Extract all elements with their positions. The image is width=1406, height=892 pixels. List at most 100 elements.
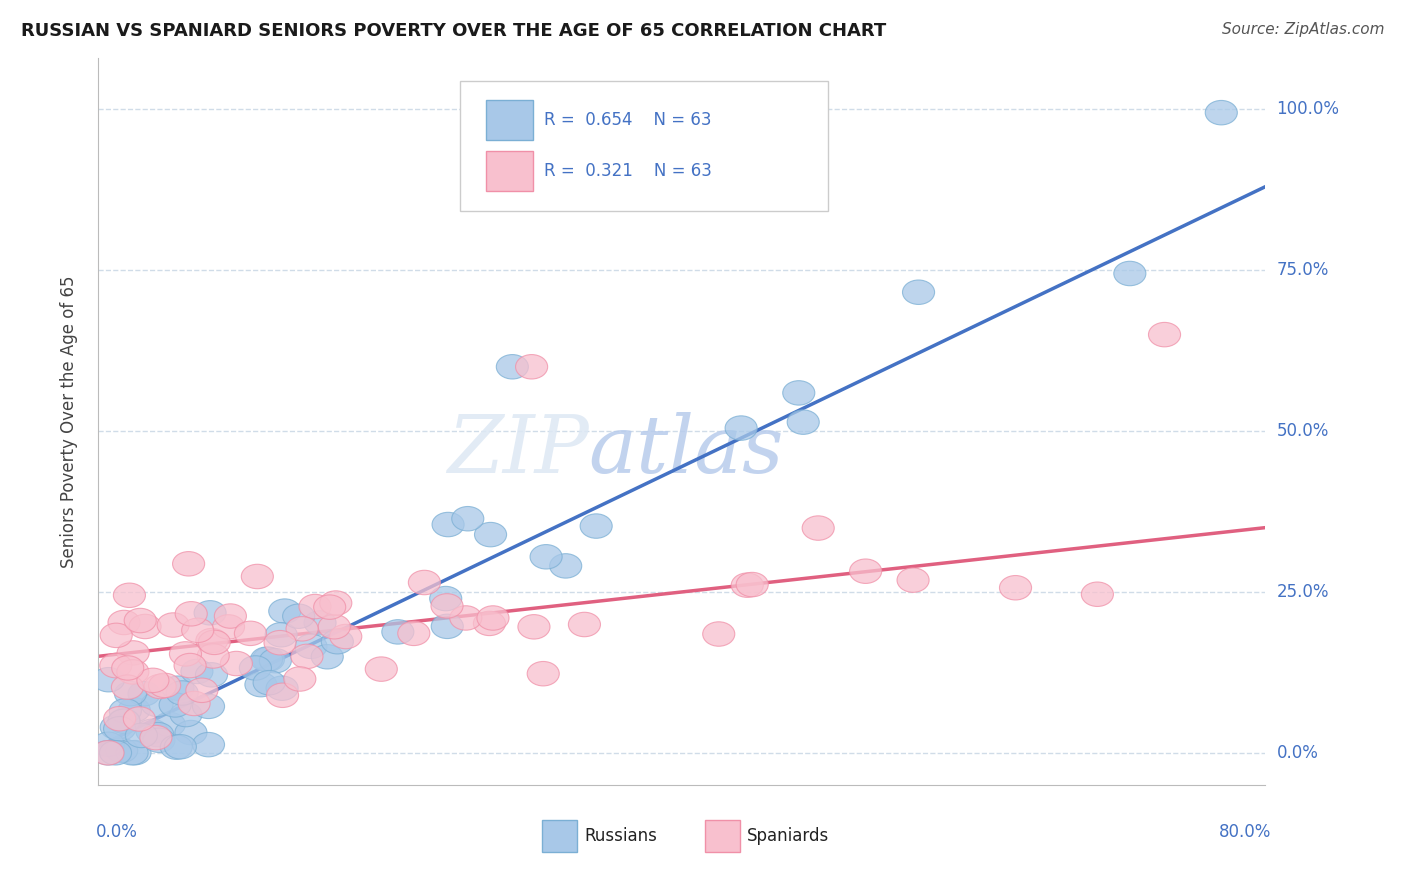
Ellipse shape — [803, 516, 834, 541]
Ellipse shape — [100, 654, 132, 678]
Ellipse shape — [849, 559, 882, 583]
Text: 0.0%: 0.0% — [1277, 744, 1319, 762]
Ellipse shape — [430, 586, 461, 611]
Ellipse shape — [195, 628, 228, 653]
Ellipse shape — [91, 740, 124, 765]
Ellipse shape — [174, 721, 207, 745]
Ellipse shape — [193, 732, 225, 756]
Ellipse shape — [903, 280, 935, 304]
Ellipse shape — [295, 634, 328, 658]
Ellipse shape — [136, 668, 169, 692]
Ellipse shape — [266, 623, 297, 647]
Ellipse shape — [91, 740, 124, 765]
Ellipse shape — [245, 673, 277, 697]
Ellipse shape — [516, 354, 548, 379]
Text: 80.0%: 80.0% — [1219, 823, 1271, 841]
Ellipse shape — [253, 647, 284, 672]
Text: RUSSIAN VS SPANIARD SENIORS POVERTY OVER THE AGE OF 65 CORRELATION CHART: RUSSIAN VS SPANIARD SENIORS POVERTY OVER… — [21, 22, 886, 40]
Ellipse shape — [398, 621, 430, 646]
Ellipse shape — [110, 698, 142, 723]
Ellipse shape — [166, 681, 198, 706]
Ellipse shape — [267, 683, 298, 707]
Y-axis label: Seniors Poverty Over the Age of 65: Seniors Poverty Over the Age of 65 — [59, 276, 77, 567]
Ellipse shape — [117, 660, 149, 684]
Ellipse shape — [284, 666, 316, 691]
Ellipse shape — [173, 551, 205, 576]
Ellipse shape — [114, 583, 145, 607]
Text: atlas: atlas — [589, 412, 785, 490]
Ellipse shape — [322, 630, 353, 654]
Ellipse shape — [100, 715, 132, 739]
Ellipse shape — [197, 644, 229, 668]
Ellipse shape — [319, 591, 352, 615]
Ellipse shape — [93, 667, 125, 692]
Ellipse shape — [568, 612, 600, 637]
Ellipse shape — [143, 674, 176, 698]
Ellipse shape — [787, 410, 820, 434]
Ellipse shape — [117, 740, 148, 765]
Ellipse shape — [285, 616, 318, 641]
Ellipse shape — [118, 698, 150, 722]
Ellipse shape — [176, 601, 207, 626]
Ellipse shape — [149, 673, 180, 698]
Ellipse shape — [105, 739, 138, 763]
Ellipse shape — [162, 676, 194, 700]
Ellipse shape — [581, 514, 612, 538]
Ellipse shape — [408, 570, 440, 595]
Ellipse shape — [160, 735, 193, 759]
Ellipse shape — [318, 615, 350, 639]
Ellipse shape — [139, 725, 172, 750]
Ellipse shape — [283, 604, 315, 629]
Ellipse shape — [1114, 261, 1146, 285]
Ellipse shape — [1205, 101, 1237, 125]
Ellipse shape — [550, 554, 582, 578]
Ellipse shape — [1000, 575, 1032, 600]
Ellipse shape — [432, 512, 464, 537]
Ellipse shape — [703, 622, 735, 646]
Text: Spaniards: Spaniards — [747, 827, 830, 845]
Ellipse shape — [432, 614, 464, 639]
Text: Source: ZipAtlas.com: Source: ZipAtlas.com — [1222, 22, 1385, 37]
Ellipse shape — [304, 611, 336, 635]
Ellipse shape — [432, 594, 463, 618]
Ellipse shape — [93, 732, 124, 756]
Ellipse shape — [314, 595, 346, 619]
Ellipse shape — [124, 608, 156, 632]
Ellipse shape — [125, 723, 157, 747]
Ellipse shape — [193, 694, 225, 719]
Ellipse shape — [100, 740, 132, 765]
FancyBboxPatch shape — [486, 100, 533, 140]
Ellipse shape — [477, 606, 509, 631]
Ellipse shape — [496, 354, 529, 379]
Ellipse shape — [170, 641, 201, 666]
Ellipse shape — [450, 606, 482, 630]
Ellipse shape — [117, 640, 149, 665]
Ellipse shape — [239, 656, 271, 681]
Ellipse shape — [1081, 582, 1114, 607]
Ellipse shape — [330, 624, 361, 648]
Ellipse shape — [181, 618, 214, 642]
FancyBboxPatch shape — [460, 81, 828, 211]
FancyBboxPatch shape — [706, 820, 741, 852]
Ellipse shape — [153, 712, 186, 737]
Ellipse shape — [165, 734, 197, 759]
Ellipse shape — [143, 728, 174, 753]
Ellipse shape — [731, 573, 763, 598]
Ellipse shape — [897, 568, 929, 592]
Ellipse shape — [259, 648, 291, 673]
Ellipse shape — [186, 678, 218, 703]
Ellipse shape — [264, 631, 297, 655]
Ellipse shape — [128, 681, 160, 706]
Ellipse shape — [250, 647, 283, 672]
Text: R =  0.321    N = 63: R = 0.321 N = 63 — [544, 161, 711, 179]
Ellipse shape — [195, 663, 228, 687]
Ellipse shape — [291, 644, 323, 669]
Ellipse shape — [120, 740, 150, 764]
Ellipse shape — [1149, 322, 1181, 347]
Ellipse shape — [235, 621, 267, 646]
Ellipse shape — [108, 610, 141, 635]
Ellipse shape — [266, 676, 298, 700]
Text: 100.0%: 100.0% — [1277, 101, 1340, 119]
FancyBboxPatch shape — [486, 151, 533, 191]
Ellipse shape — [214, 604, 246, 628]
